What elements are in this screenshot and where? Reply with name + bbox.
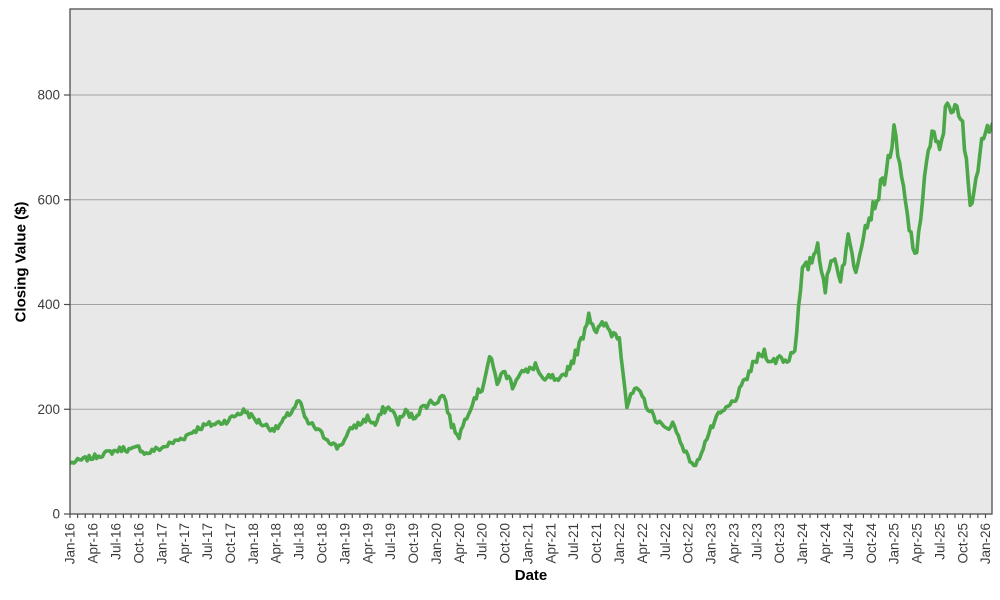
x-tick-label: Jan-24 [795,523,810,565]
x-tick-label: Jul-23 [749,523,764,560]
x-tick-label: Jan-19 [337,523,352,564]
x-axis-title: Date [514,567,548,584]
x-tick-label: Oct-20 [498,523,513,564]
x-tick-label: Jan-21 [520,523,535,564]
y-tick-label: 0 [52,507,60,522]
x-tick-label: Jan-16 [63,523,78,564]
x-tick-label: Apr-19 [360,523,375,564]
x-tick-label: Jul-25 [932,523,947,560]
x-tick-label: Apr-25 [910,523,925,564]
x-tick-label: Oct-24 [864,523,879,564]
x-tick-label: Oct-17 [223,523,238,564]
x-tick-label: Jul-17 [200,523,215,560]
x-tick-label: Jul-21 [566,523,581,560]
x-tick-label: Oct-23 [772,523,787,564]
x-tick-label: Jan-26 [978,523,993,564]
y-axis-title: Closing Value ($) [12,201,30,323]
x-tick-label: Jan-23 [704,523,719,564]
x-tick-label: Apr-17 [177,523,192,564]
x-tick-label: Oct-19 [406,523,421,564]
x-tick-label: Jan-22 [612,523,627,564]
y-tick-label: 400 [37,297,60,312]
x-tick-label: Jan-20 [429,523,444,564]
series-line-closing-value [70,101,992,468]
x-tick-label: Jul-19 [383,523,398,560]
x-tick-label: Apr-18 [269,523,284,564]
x-tick-label: Oct-18 [314,523,329,564]
x-tick-label: Apr-22 [635,523,650,564]
x-tick-label: Jul-18 [292,523,307,560]
y-tick-label: 200 [37,402,60,417]
x-tick-label: Jan-25 [887,523,902,564]
x-tick-label: Apr-24 [818,523,833,564]
x-tick-label: Jul-20 [475,523,490,560]
x-tick-label: Apr-23 [726,523,741,564]
x-tick-label: Apr-21 [543,523,558,564]
x-tick-label: Oct-21 [589,523,604,564]
x-tick-label: Jul-16 [108,523,123,560]
x-tick-label: Oct-16 [131,523,146,564]
x-tick-label: Apr-20 [452,523,467,564]
plot-border [69,8,993,515]
plot-area [70,9,992,514]
x-tick-label: Jul-24 [841,523,856,560]
x-tick-label: Jan-18 [246,523,261,564]
x-tick-label: Apr-16 [86,523,101,564]
y-tick-label: 600 [37,192,60,207]
x-tick-label: Oct-25 [955,523,970,564]
x-tick-label: Oct-22 [681,523,696,564]
x-tick-label: Jan-17 [154,523,169,564]
x-tick-label: Jul-22 [658,523,673,560]
y-tick-label: 800 [37,88,60,103]
